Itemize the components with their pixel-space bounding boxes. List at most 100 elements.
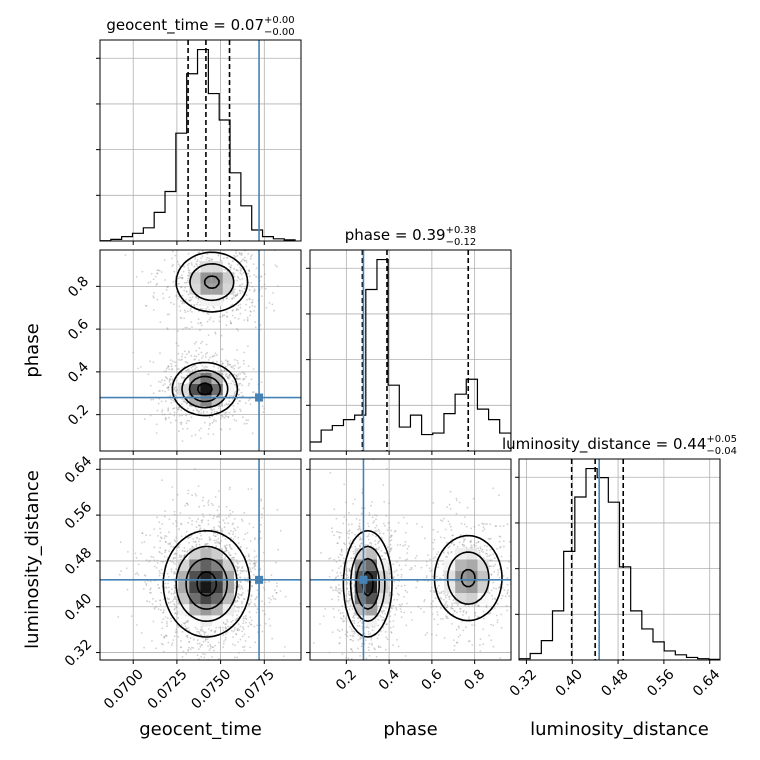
scatter-point [236,567,239,569]
scatter-point [201,499,204,502]
scatter-point [236,629,239,631]
scatter-point [165,288,168,291]
scatter-point [359,536,362,539]
scatter-point [455,512,458,515]
scatter-point [393,570,396,573]
scatter-point [254,641,257,644]
scatter-point [254,321,257,323]
scatter-point [264,622,267,625]
scatter-point [233,367,236,370]
scatter-point [415,586,418,589]
scatter-point [449,525,452,528]
scatter-point [351,608,354,610]
scatter-point [156,272,159,275]
scatter-point [275,591,278,594]
scatter-point [219,371,222,374]
scatter-point [250,255,252,258]
density-panel-phase-luminosity_distance [310,459,511,660]
scatter-point [390,631,393,633]
density-panel-geocent_time-phase [100,250,301,451]
scatter-point [234,610,237,613]
scatter-point [225,311,228,314]
scatter-point [351,531,353,534]
scatter-point [178,414,181,417]
scatter-point [374,526,377,529]
scatter-point [253,538,256,541]
scatter-point [490,559,493,562]
scatter-point [365,657,368,660]
scatter-point [148,601,151,603]
scatter-point [247,636,250,638]
scatter-point [241,635,244,638]
scatter-point [392,644,394,646]
scatter-point [181,414,184,417]
scatter-point [436,590,439,593]
scatter-point [440,598,443,600]
title-phase: phase = 0.39+0.38 [345,225,476,244]
scatter-point [188,262,190,265]
scatter-point [383,610,386,612]
scatter-point [415,554,418,557]
scatter-point [127,551,129,553]
scatter-point [381,619,384,622]
scatter-point [249,616,252,619]
scatter-point [178,295,181,298]
scatter-point [435,553,438,556]
scatter-point [172,263,175,266]
scatter-point [367,630,370,633]
scatter-point [240,268,242,271]
scatter-point [481,530,484,532]
scatter-point [233,411,236,413]
scatter-point [465,626,467,629]
scatter-point [159,551,162,554]
scatter-point [213,528,216,531]
scatter-point [359,538,362,540]
scatter-point [432,548,435,550]
scatter-point [276,265,278,268]
scatter-point [240,585,242,587]
scatter-point [233,294,235,297]
scatter-point [219,370,222,372]
scatter-point [336,628,339,631]
scatter-point [141,270,144,273]
scatter-point [416,523,418,525]
scatter-point [183,317,186,319]
scatter-point [394,613,396,616]
scatter-point [238,628,241,631]
scatter-point [385,607,387,609]
scatter-point [161,409,164,411]
scatter-point [187,489,190,492]
scatter-point [352,553,355,555]
scatter-point [216,509,219,512]
scatter-point [235,633,238,636]
scatter-point [173,400,176,403]
scatter-point [248,298,251,301]
scatter-point [219,306,222,309]
scatter-point [229,320,232,323]
scatter-point [176,282,179,285]
scatter-point [194,540,197,543]
scatter-point [192,365,195,368]
density-cell [222,559,234,571]
scatter-point [213,410,216,413]
scatter-point [135,276,138,278]
scatter-point [183,376,186,379]
scatter-point [239,408,242,411]
scatter-point [481,522,484,525]
scatter-point [499,525,502,528]
scatter-point [228,544,231,546]
scatter-point [253,573,255,576]
scatter-point [163,637,166,639]
scatter-point [341,574,344,577]
scatter-point [410,568,413,570]
scatter-point [161,552,163,555]
scatter-point [330,527,333,530]
density-cell [211,384,223,396]
scatter-point [240,273,243,276]
scatter-point [350,557,353,560]
scatter-point [175,295,178,298]
scatter-point [444,602,447,605]
scatter-point [153,607,156,610]
scatter-point [260,523,262,526]
scatter-point [249,598,252,601]
